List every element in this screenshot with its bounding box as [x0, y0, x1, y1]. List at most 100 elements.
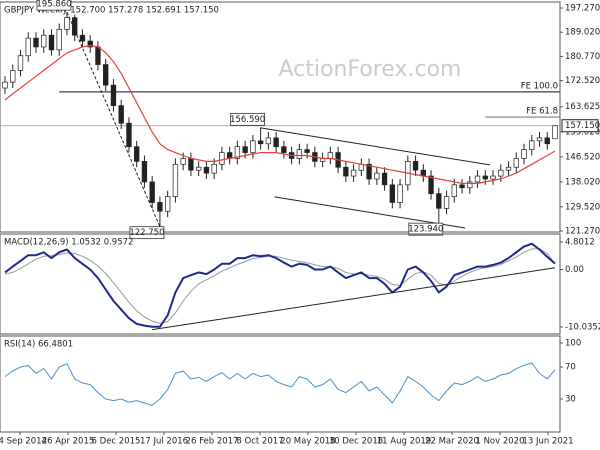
- annotation-box: [129, 226, 165, 240]
- candle-body: [195, 166, 202, 171]
- candle-body: [505, 166, 512, 171]
- candle-body: [350, 169, 357, 177]
- candle-body: [389, 184, 395, 203]
- y-tick-label: 4.8012: [565, 238, 595, 248]
- trendline: [66, 11, 161, 227]
- x-tick-label: 8 Oct 2017: [236, 437, 283, 447]
- candle-body: [529, 140, 535, 150]
- trendline: [260, 127, 491, 166]
- candle-body: [474, 175, 481, 183]
- candle-body: [126, 122, 132, 148]
- annotation-label: 123.940: [408, 225, 443, 235]
- macd-line: [4, 242, 556, 328]
- y-tick-label: 189.020: [565, 28, 600, 38]
- fib-label: FE 100.0: [521, 81, 558, 91]
- candle-body: [467, 181, 473, 189]
- candle-body: [219, 152, 225, 165]
- candle-body: [443, 196, 450, 209]
- trendline: [152, 267, 556, 331]
- fib-label: FE 61.8: [526, 107, 558, 117]
- last-price-label: 157.150: [565, 121, 600, 131]
- watermark: ActionForex.com: [279, 57, 462, 82]
- x-tick-label: 26 Feb 2017: [186, 437, 239, 447]
- candle-body: [498, 169, 504, 177]
- candle-body: [513, 158, 519, 168]
- panel-title: MACD(12,26,9) 1.0532 0.9572: [4, 238, 133, 248]
- candle-body: [381, 172, 388, 186]
- y-tick-label: 155.020: [565, 127, 600, 137]
- candle-body: [552, 125, 558, 140]
- candle-body: [118, 105, 124, 124]
- candle-body: [41, 34, 47, 48]
- candle-body: [265, 137, 272, 145]
- candle-body: [428, 175, 434, 195]
- candle-body: [211, 163, 217, 174]
- candle-body: [110, 84, 117, 106]
- candle-body: [79, 34, 86, 42]
- candle-body: [2, 81, 8, 89]
- candle-body: [459, 184, 465, 189]
- x-tick-label: 11 Aug 2019: [377, 437, 431, 447]
- candle-body: [149, 181, 155, 203]
- y-tick-label: 100: [565, 339, 581, 349]
- candle-body: [95, 46, 101, 65]
- y-tick-label: 0.00: [565, 265, 584, 275]
- candle-body: [25, 37, 31, 57]
- candle-body: [250, 140, 256, 153]
- candle-body: [17, 55, 24, 71]
- y-tick-label: 30: [565, 395, 576, 405]
- y-tick-label: 129.520: [565, 202, 600, 212]
- panel-title: RSI(14) 66.4801: [4, 340, 73, 350]
- candle-body: [490, 175, 496, 180]
- candle-body: [188, 158, 194, 171]
- candle-body: [451, 184, 457, 197]
- candle-body: [172, 163, 179, 197]
- last-price-box: [561, 119, 599, 133]
- candle-body: [87, 40, 93, 48]
- y-tick-label: 70: [565, 363, 576, 373]
- macd-line: [4, 248, 556, 324]
- annotation-box: [230, 112, 266, 126]
- candle-body: [374, 172, 380, 180]
- candle-body: [72, 17, 78, 36]
- candle-body: [536, 137, 543, 142]
- annotation-box: [36, 0, 72, 11]
- x-tick-label: 30 Dec 2018: [329, 437, 383, 447]
- candle-body: [180, 158, 186, 165]
- candle-body: [203, 166, 210, 174]
- candle-body: [343, 166, 349, 177]
- x-tick-label: 22 Mar 2020: [425, 437, 479, 447]
- candle-body: [33, 37, 39, 48]
- x-tick-label: 26 Apr 2015: [42, 437, 95, 447]
- candle-body: [157, 202, 163, 212]
- x-tick-label: 14 Sep 2014: [0, 437, 47, 447]
- y-tick-label: 121.270: [565, 227, 600, 237]
- x-tick-label: 13 Jun 2021: [522, 437, 573, 447]
- candle-body: [242, 146, 248, 153]
- candle-body: [48, 34, 55, 51]
- candle-body: [10, 70, 16, 83]
- y-tick-label: 146.520: [565, 152, 600, 162]
- y-tick-label: 163.625: [565, 102, 600, 112]
- candle-body: [103, 64, 109, 86]
- panel-title: GBPJPY Weekly 152.700 157.278 152.691 15…: [4, 6, 219, 16]
- candle-body: [165, 196, 171, 212]
- y-tick-label: 180.770: [565, 52, 600, 62]
- x-tick-label: 20 May 2018: [280, 437, 335, 447]
- candle-body: [397, 184, 403, 203]
- candle-body: [257, 140, 264, 145]
- y-tick-label: 197.270: [565, 4, 600, 14]
- annotation-label: 156.590: [230, 115, 265, 125]
- y-tick-label: 172.520: [565, 76, 600, 86]
- y-tick-label: -10.0352: [565, 322, 600, 332]
- panel-frame: [0, 335, 561, 433]
- y-tick-label: 138.020: [565, 177, 600, 187]
- candle-body: [366, 163, 372, 180]
- x-tick-label: 17 Jul 2016: [140, 437, 188, 447]
- candle-body: [273, 137, 279, 148]
- candle-body: [482, 175, 488, 180]
- candle-body: [56, 28, 62, 51]
- rsi-line: [4, 362, 556, 406]
